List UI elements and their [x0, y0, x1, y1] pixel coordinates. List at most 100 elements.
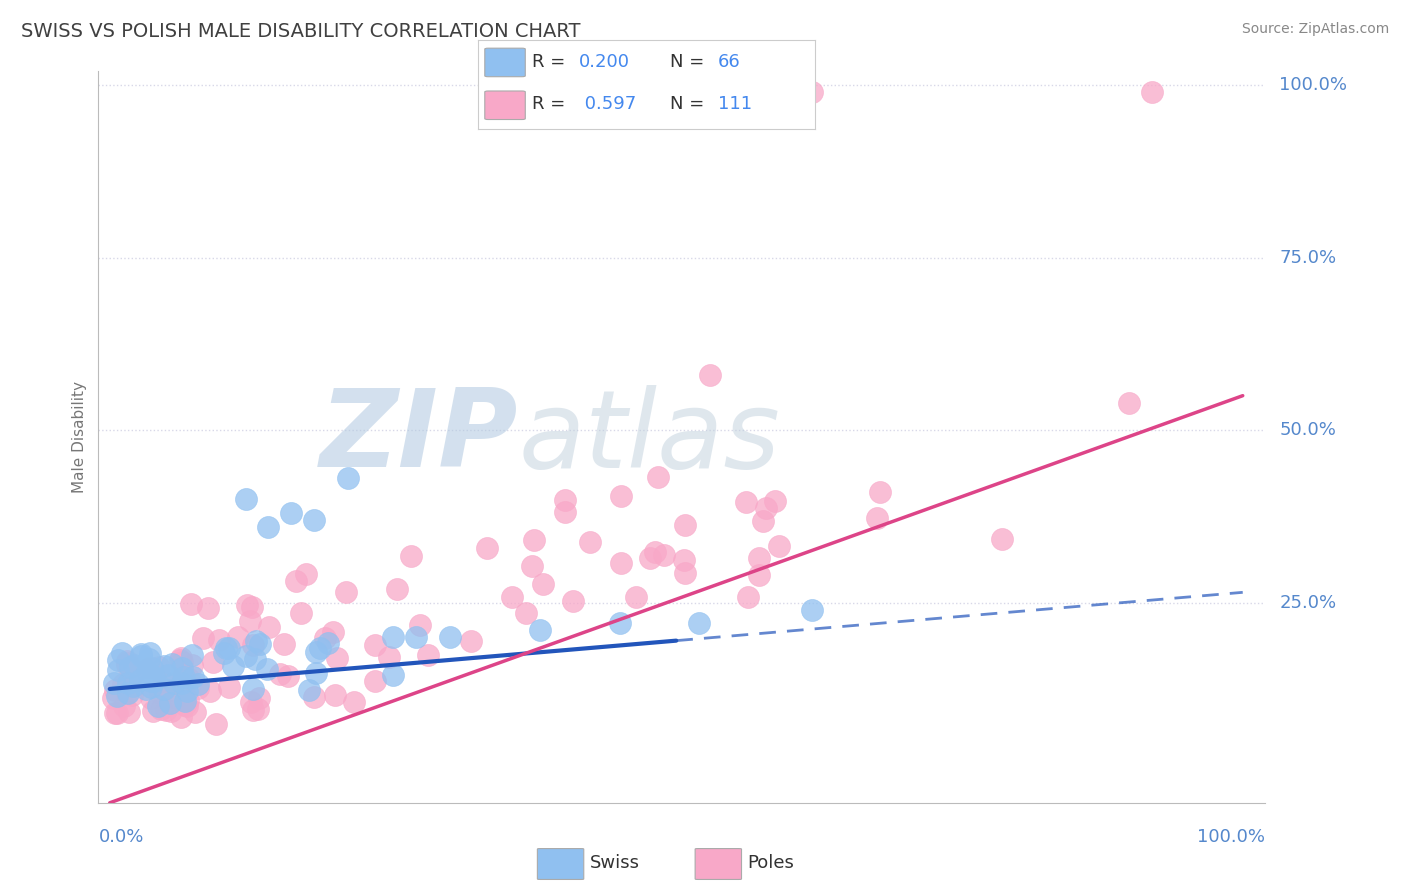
Point: [176, 684, 198, 698]
Point: [737, 591, 759, 605]
Point: [554, 506, 576, 520]
Point: [501, 590, 523, 604]
Point: [138, 652, 160, 666]
Point: [156, 667, 179, 681]
Text: N =: N =: [671, 53, 710, 70]
Point: [515, 606, 537, 620]
Point: [181, 670, 204, 684]
Text: atlas: atlas: [519, 384, 780, 490]
Point: [647, 470, 669, 484]
Point: [226, 630, 249, 644]
Point: [208, 633, 231, 648]
Point: [187, 681, 209, 695]
Point: [475, 541, 498, 555]
Point: [181, 657, 204, 672]
Text: 100.0%: 100.0%: [1279, 76, 1347, 95]
Point: [204, 716, 226, 731]
Point: [531, 577, 554, 591]
FancyBboxPatch shape: [695, 848, 741, 880]
Point: [294, 567, 316, 582]
Point: [257, 620, 280, 634]
Point: [169, 653, 191, 667]
Point: [180, 648, 202, 662]
Point: [1118, 395, 1140, 409]
Point: [298, 683, 321, 698]
Text: 100.0%: 100.0%: [1198, 828, 1265, 846]
Text: 66: 66: [717, 53, 741, 70]
Text: R =: R =: [531, 53, 571, 70]
Point: [280, 506, 302, 520]
Text: SWISS VS POLISH MALE DISABILITY CORRELATION CHART: SWISS VS POLISH MALE DISABILITY CORRELAT…: [21, 22, 581, 41]
Point: [149, 702, 172, 716]
Text: Source: ZipAtlas.com: Source: ZipAtlas.com: [1241, 22, 1389, 37]
Point: [129, 673, 152, 687]
Point: [115, 654, 138, 668]
Point: [165, 690, 187, 705]
Point: [153, 659, 176, 673]
Point: [256, 662, 278, 676]
Point: [245, 633, 267, 648]
Point: [554, 493, 576, 508]
Point: [149, 686, 172, 700]
Text: 25.0%: 25.0%: [1279, 594, 1337, 612]
Point: [240, 600, 263, 615]
Point: [139, 673, 162, 688]
Point: [125, 664, 148, 678]
Point: [174, 694, 197, 708]
Point: [159, 705, 181, 719]
Point: [323, 689, 346, 703]
Point: [652, 548, 675, 562]
Point: [172, 669, 194, 683]
Point: [322, 625, 344, 640]
Point: [104, 683, 127, 698]
Point: [522, 558, 544, 573]
Text: 75.0%: 75.0%: [1279, 249, 1337, 267]
Point: [173, 670, 195, 684]
Point: [235, 599, 257, 613]
Point: [343, 695, 366, 709]
Point: [172, 676, 194, 690]
Point: [290, 607, 312, 621]
Point: [121, 688, 143, 702]
Point: [399, 549, 422, 564]
Point: [382, 630, 405, 644]
Point: [314, 632, 336, 646]
Point: [221, 659, 243, 673]
Point: [752, 514, 775, 528]
Point: [177, 692, 200, 706]
Point: [112, 698, 135, 713]
Point: [378, 649, 401, 664]
Point: [755, 500, 778, 515]
Text: 0.597: 0.597: [579, 95, 637, 113]
Point: [688, 616, 710, 631]
Point: [318, 636, 340, 650]
Point: [198, 684, 221, 698]
Point: [609, 616, 631, 631]
Point: [107, 653, 129, 667]
Point: [176, 699, 198, 714]
Point: [748, 550, 770, 565]
Point: [869, 485, 891, 500]
Point: [148, 699, 170, 714]
Point: [302, 513, 325, 527]
Point: [239, 695, 262, 709]
Point: [699, 368, 721, 382]
Point: [763, 494, 786, 508]
Point: [118, 660, 141, 674]
Point: [135, 664, 157, 678]
Point: [242, 703, 264, 717]
Text: Poles: Poles: [748, 854, 794, 872]
Point: [257, 520, 280, 534]
Text: N =: N =: [671, 95, 710, 113]
Point: [249, 637, 271, 651]
Point: [215, 641, 238, 656]
Point: [336, 471, 359, 485]
FancyBboxPatch shape: [485, 48, 526, 77]
FancyBboxPatch shape: [537, 848, 583, 880]
Text: 0.0%: 0.0%: [98, 828, 143, 846]
Point: [579, 534, 602, 549]
Point: [141, 661, 163, 675]
Point: [170, 651, 193, 665]
Point: [801, 602, 824, 616]
Point: [302, 690, 325, 704]
